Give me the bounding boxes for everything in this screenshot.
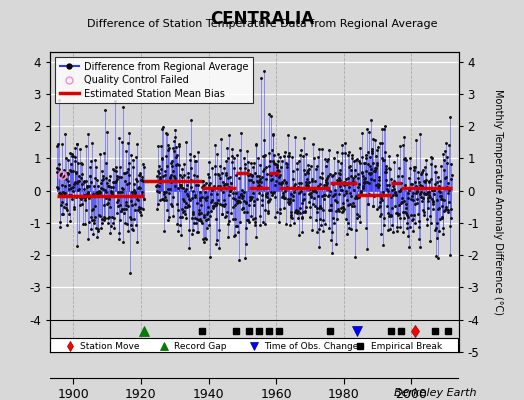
Y-axis label: Monthly Temperature Anomaly Difference (°C): Monthly Temperature Anomaly Difference (…: [493, 89, 503, 315]
Text: Difference of Station Temperature Data from Regional Average: Difference of Station Temperature Data f…: [87, 19, 437, 29]
Text: Time of Obs. Change: Time of Obs. Change: [265, 342, 359, 350]
Text: Empirical Break: Empirical Break: [370, 342, 442, 350]
Text: Berkeley Earth: Berkeley Earth: [395, 388, 477, 398]
Text: CENTRALIA: CENTRALIA: [210, 10, 314, 28]
Text: Record Gap: Record Gap: [174, 342, 227, 350]
Bar: [50, 338, 458, 354]
Text: Station Move: Station Move: [80, 342, 140, 350]
Legend: Difference from Regional Average, Quality Control Failed, Estimated Station Mean: Difference from Regional Average, Qualit…: [54, 57, 253, 103]
